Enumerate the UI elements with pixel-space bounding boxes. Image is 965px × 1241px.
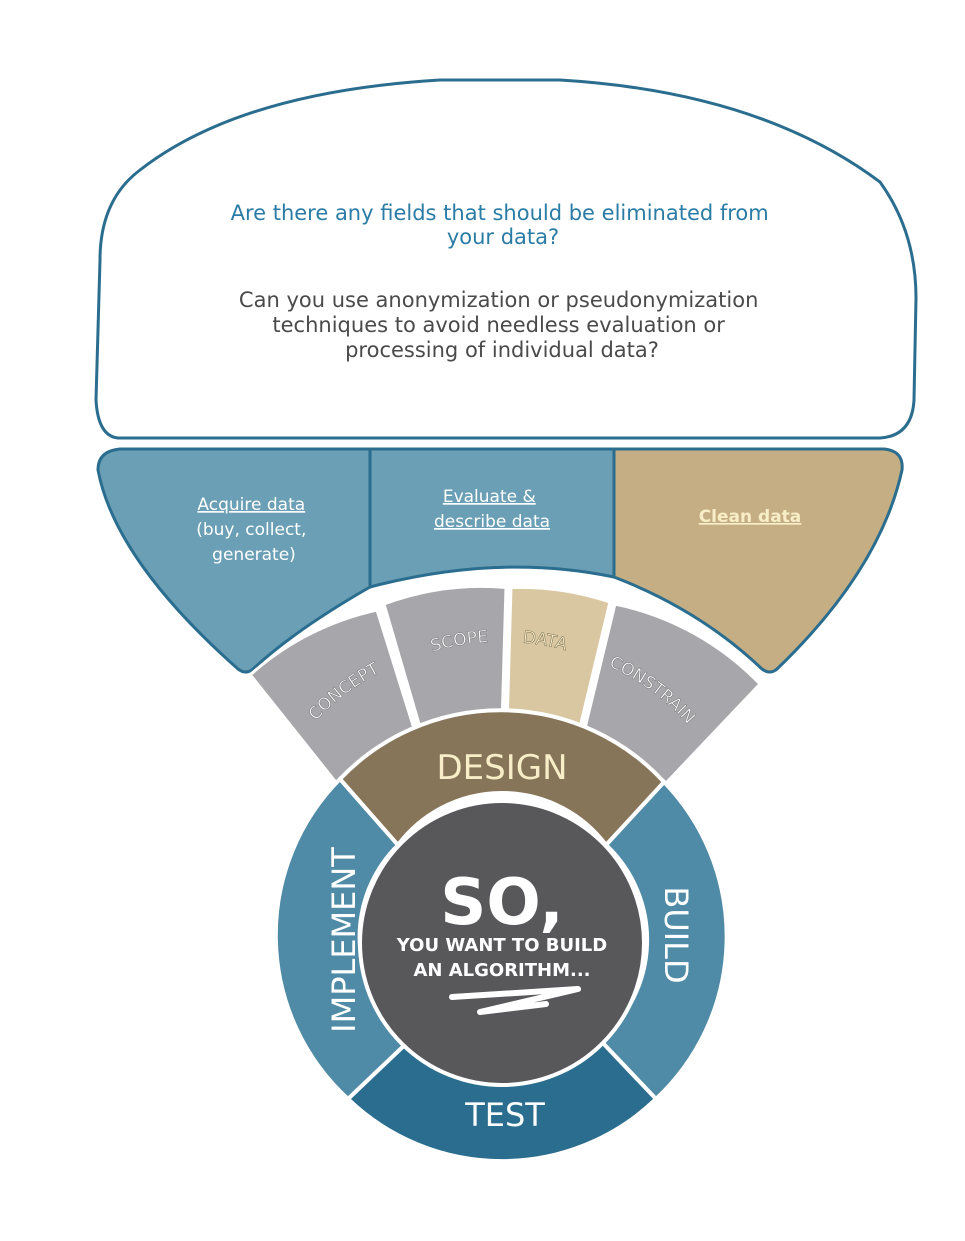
center-line1: YOU WANT TO BUILD (396, 935, 607, 956)
substep-evaluate-label[interactable]: Evaluate & describe data (434, 487, 550, 532)
substep-acquire-label[interactable]: Acquire data (buy, collect, generate) (196, 495, 312, 565)
substep-acquire[interactable] (96, 447, 372, 674)
test-label: TEST (464, 1096, 545, 1134)
wheel-design[interactable] (337, 708, 667, 849)
design-label: DESIGN (436, 748, 567, 788)
substep-clean[interactable] (612, 447, 904, 674)
center-hub (358, 799, 646, 1087)
implement-label: IMPLEMENT (325, 847, 363, 1033)
center-headline: SO, (440, 866, 563, 940)
center-line2: AN ALGORITHM... (413, 960, 590, 981)
detail-text: Can you use anonymization or pseudonymiz… (239, 288, 765, 362)
question-text: Are there any fields that should be elim… (231, 201, 776, 249)
substep-evaluate[interactable] (368, 447, 616, 589)
scribble-underline (449, 986, 581, 1015)
info-panel (94, 78, 918, 440)
build-label: BUILD (657, 886, 695, 983)
wheel-build[interactable] (597, 779, 729, 1102)
substep-clean-label[interactable]: Clean data (699, 507, 802, 527)
